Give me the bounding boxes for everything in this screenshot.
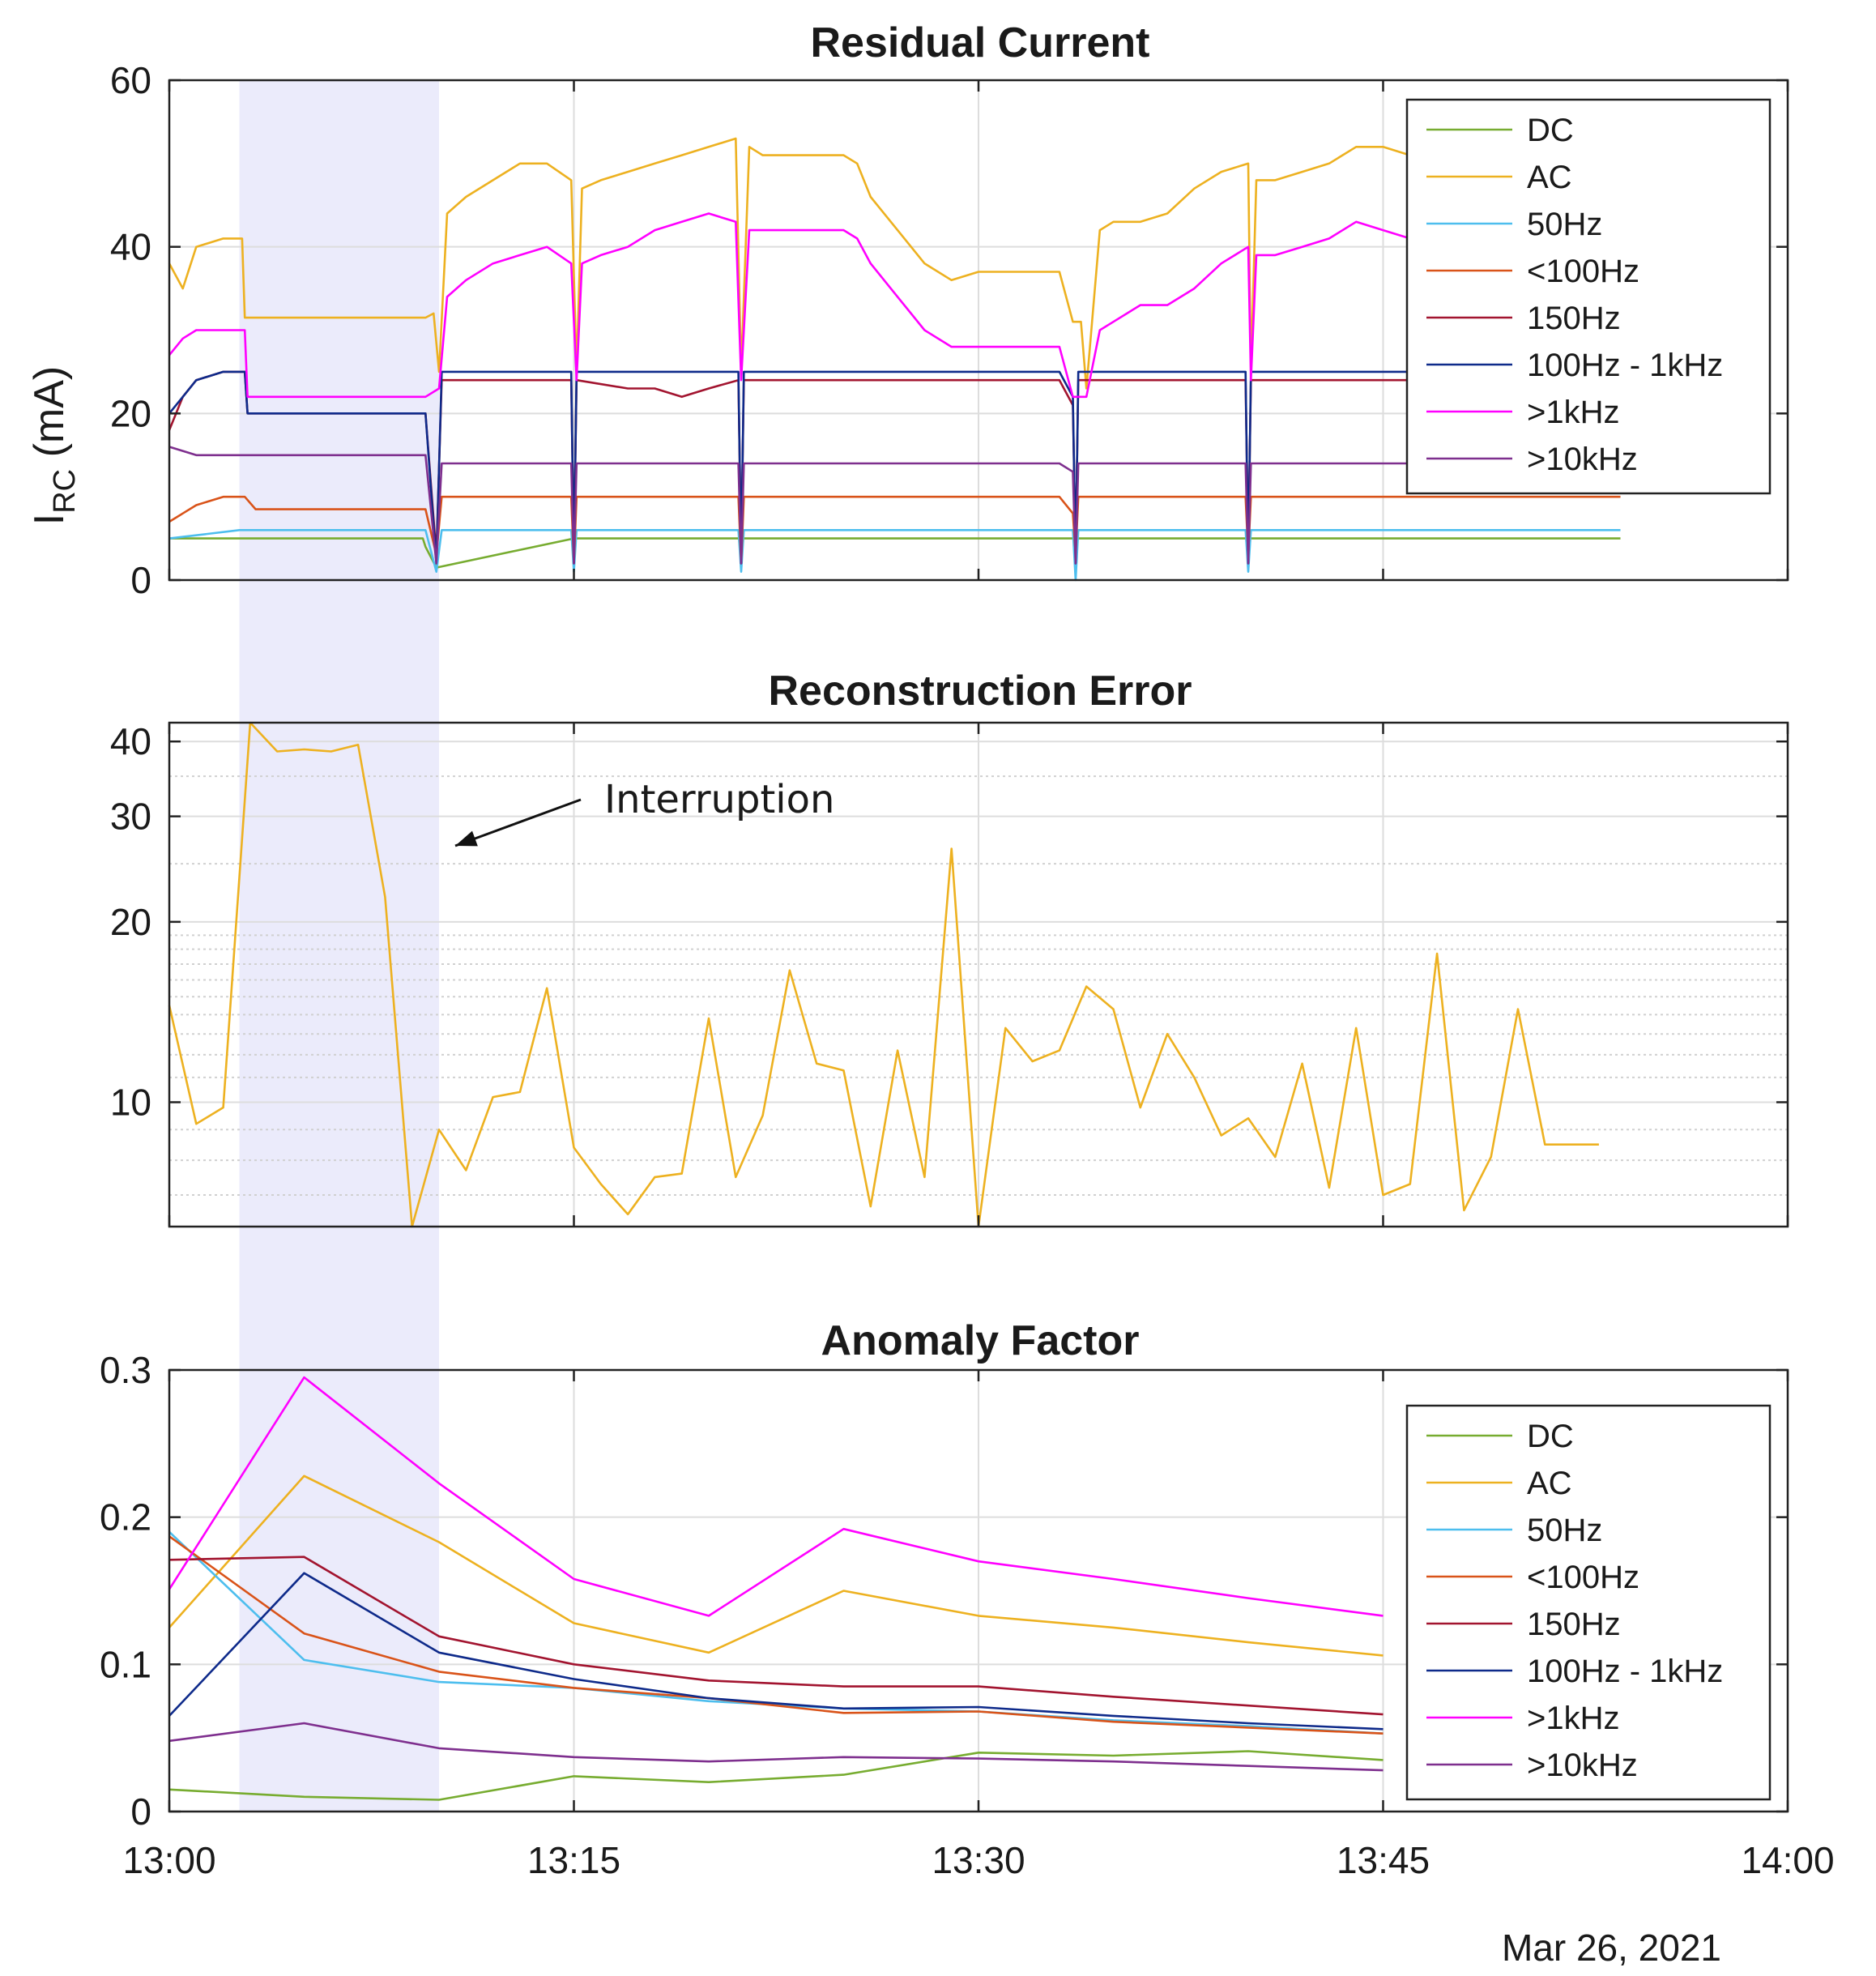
residual-current-y-tick-label: 60 bbox=[110, 59, 151, 101]
y-axis-label-main: I bbox=[26, 514, 73, 525]
y-axis-label-unit: (mA) bbox=[26, 366, 73, 469]
legend-label-150hz: 150Hz bbox=[1527, 1607, 1621, 1642]
residual-current-y-tick-label: 20 bbox=[110, 392, 151, 434]
annotation-arrow-head bbox=[455, 830, 478, 847]
legend-label-gt-1khz: >1kHz bbox=[1527, 1701, 1620, 1736]
anomaly-factor-legend: DC AC 50Hz <100Hz 150Hz 100Hz - 1kHz >1kHz >10k… bbox=[1405, 1404, 1772, 1801]
chart-title-residual-current: Residual Current bbox=[811, 19, 1150, 66]
legend-label-150hz: 150Hz bbox=[1527, 301, 1621, 336]
y-axis-label-subscript: RC bbox=[48, 469, 82, 514]
x-tick-label: 14:00 bbox=[1741, 1839, 1834, 1881]
reconstruction-error-y-tick-label: 40 bbox=[110, 720, 151, 762]
x-tick-label: 13:45 bbox=[1337, 1839, 1430, 1881]
legend-label-lt-100hz: <100Hz bbox=[1527, 254, 1639, 289]
legend-layer: DC AC 50Hz <100Hz 150Hz 100Hz - 1kHz >1kHz >10k… bbox=[1405, 98, 1772, 1801]
legend-label-lt-100hz: <100Hz bbox=[1527, 1560, 1639, 1595]
chart-title-reconstruction-error: Reconstruction Error bbox=[769, 668, 1192, 715]
legend-label-100hz-1khz: 100Hz - 1kHz bbox=[1527, 1654, 1723, 1689]
anomaly-factor-y-tick-label: 0.1 bbox=[100, 1643, 151, 1685]
residual-current-series-gt-1khz bbox=[168, 212, 1621, 399]
series-layer bbox=[168, 137, 1621, 1801]
x-tick-label: 13:30 bbox=[932, 1839, 1025, 1881]
anomaly-factor-series-gt-10khz bbox=[168, 1722, 1384, 1772]
residual-current-legend: DC AC 50Hz <100Hz 150Hz 100Hz - 1kHz >1kHz >10k… bbox=[1405, 98, 1772, 495]
x-tick-label: 13:00 bbox=[122, 1839, 215, 1881]
reconstruction-error-series-ac bbox=[168, 721, 1599, 1228]
residual-current-series-ac bbox=[168, 137, 1621, 390]
legend-label-dc: DC bbox=[1527, 1419, 1574, 1454]
anomaly-factor-series-gt-1khz bbox=[168, 1376, 1384, 1617]
chart-title-anomaly-factor: Anomaly Factor bbox=[821, 1317, 1140, 1364]
legend-label-ac: AC bbox=[1527, 160, 1572, 195]
anomaly-factor-series-150hz bbox=[168, 1556, 1384, 1716]
anomaly-factor-legend-box bbox=[1405, 1404, 1772, 1801]
y-axis-label-residual-current: IRC (mA) bbox=[26, 366, 82, 525]
annotation-interruption: Interruption bbox=[604, 777, 834, 822]
residual-current-series-gt-10khz bbox=[168, 446, 1621, 565]
legend-label-gt-10khz: >10kHz bbox=[1527, 1748, 1638, 1783]
anomaly-factor-series-100hz-1khz bbox=[168, 1572, 1384, 1731]
interruption-band bbox=[239, 80, 439, 1812]
text-layer: Residual Current Reconstruction Error An… bbox=[26, 19, 1835, 1969]
residual-current-legend-box bbox=[1405, 98, 1772, 495]
anomaly-factor-series-lt-100hz bbox=[168, 1535, 1384, 1735]
residual-current-series-50hz bbox=[168, 528, 1621, 582]
legend-label-50hz: 50Hz bbox=[1527, 1513, 1602, 1548]
legend-label-100hz-1khz: 100Hz - 1kHz bbox=[1527, 348, 1723, 383]
residual-current-y-tick-label: 0 bbox=[130, 559, 151, 601]
anomaly-factor-y-tick-label: 0.3 bbox=[100, 1349, 151, 1391]
interruption-band-layer bbox=[239, 80, 439, 1812]
anomaly-factor-series-dc bbox=[168, 1750, 1384, 1801]
axes-layer bbox=[168, 79, 1789, 1813]
reconstruction-error-y-tick-label: 10 bbox=[110, 1081, 151, 1123]
residual-current-y-tick-label: 40 bbox=[110, 226, 151, 268]
reconstruction-error-y-tick-label: 20 bbox=[110, 901, 151, 943]
legend-label-50hz: 50Hz bbox=[1527, 207, 1602, 242]
anomaly-factor-series-ac bbox=[168, 1475, 1384, 1657]
annotation-arrow-line bbox=[454, 798, 582, 847]
reconstruction-error-y-tick-label: 30 bbox=[110, 796, 151, 838]
anomaly-factor-y-tick-label: 0.2 bbox=[100, 1496, 151, 1539]
anomaly-factor-y-tick-label: 0 bbox=[130, 1790, 151, 1833]
legend-label-dc: DC bbox=[1527, 113, 1574, 148]
legend-label-ac: AC bbox=[1527, 1466, 1572, 1501]
x-axis-date-label: Mar 26, 2021 bbox=[1502, 1927, 1721, 1969]
legend-label-gt-1khz: >1kHz bbox=[1527, 395, 1620, 430]
legend-label-gt-10khz: >10kHz bbox=[1527, 442, 1638, 477]
x-tick-label: 13:15 bbox=[527, 1839, 620, 1881]
